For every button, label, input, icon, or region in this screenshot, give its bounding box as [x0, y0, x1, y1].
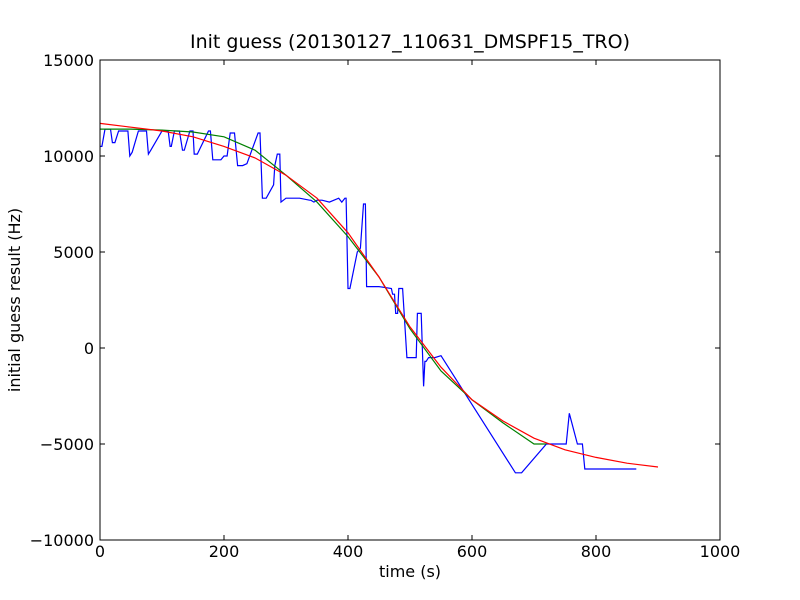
x-tick-label: 800 — [581, 542, 612, 561]
y-tick-label: 10000 — [43, 147, 94, 166]
x-tick-label: 1000 — [700, 542, 741, 561]
x-tick-label: 200 — [209, 542, 240, 561]
plot-frame — [99, 59, 721, 541]
x-axis-label: time (s) — [379, 562, 441, 581]
plot-lines — [99, 122, 659, 474]
y-tick-label: 5000 — [53, 243, 94, 262]
series-line-1 — [100, 128, 547, 445]
y-tick-label: −10000 — [30, 531, 94, 550]
y-tick-label: −5000 — [40, 435, 94, 454]
chart-title: Init guess (20130127_110631_DMSPF15_TRO) — [190, 31, 630, 53]
x-tick-label: 600 — [457, 542, 488, 561]
x-tick-label: 0 — [95, 542, 105, 561]
series-line-2 — [99, 122, 659, 468]
y-axis-label: initial guess result (Hz) — [5, 208, 24, 392]
x-tick-label: 400 — [333, 542, 364, 561]
y-tick-label: 0 — [84, 339, 94, 358]
ticks: 0 200 400 600 800 1000 −10000 −5000 0 5000 10000 15… — [30, 51, 741, 561]
y-tick-label: 15000 — [43, 51, 94, 70]
series-line-0 — [100, 128, 637, 474]
